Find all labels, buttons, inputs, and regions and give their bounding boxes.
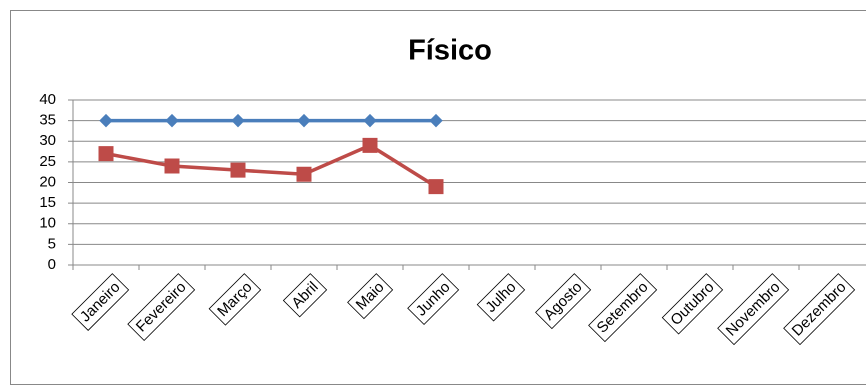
y-tick-label: 10 [39, 215, 56, 232]
y-tick-label: 25 [39, 153, 56, 170]
x-tick-label-box [717, 273, 790, 346]
y-tick-label: 5 [48, 235, 56, 252]
y-tick-label: 35 [39, 112, 56, 129]
y-tick-label: 0 [48, 256, 56, 273]
point [99, 113, 113, 128]
y-tick-label: 15 [39, 194, 56, 211]
point [164, 158, 180, 174]
point [165, 113, 179, 128]
point [230, 162, 246, 178]
x-tick-label-box [661, 273, 724, 335]
x-tick-label-box [588, 273, 658, 343]
point [296, 166, 312, 182]
point [363, 113, 377, 128]
x-tick-label-group: Junho [407, 273, 460, 326]
point [362, 137, 378, 153]
x-tick-label-box [71, 273, 130, 331]
point [297, 113, 311, 128]
x-tick-label-box [783, 273, 856, 346]
x-tick-label-box [407, 273, 460, 326]
y-tick-label: 40 [39, 91, 56, 108]
series-line [105, 143, 437, 189]
point [429, 113, 443, 128]
point [428, 179, 444, 195]
x-tick-label-box [476, 273, 526, 322]
point [231, 113, 245, 128]
point [98, 146, 114, 162]
chart-title: Físico [408, 35, 492, 67]
x-tick-label-box [127, 273, 196, 341]
x-tick-label-box [347, 273, 394, 320]
x-tick-label-box [208, 273, 262, 326]
x-tick-label-box [535, 273, 592, 330]
x-tick-label-group: Março [208, 273, 262, 326]
y-tick-label: 30 [39, 132, 56, 149]
y-tick-label: 20 [39, 173, 56, 190]
x-tick-label-box [282, 273, 328, 318]
